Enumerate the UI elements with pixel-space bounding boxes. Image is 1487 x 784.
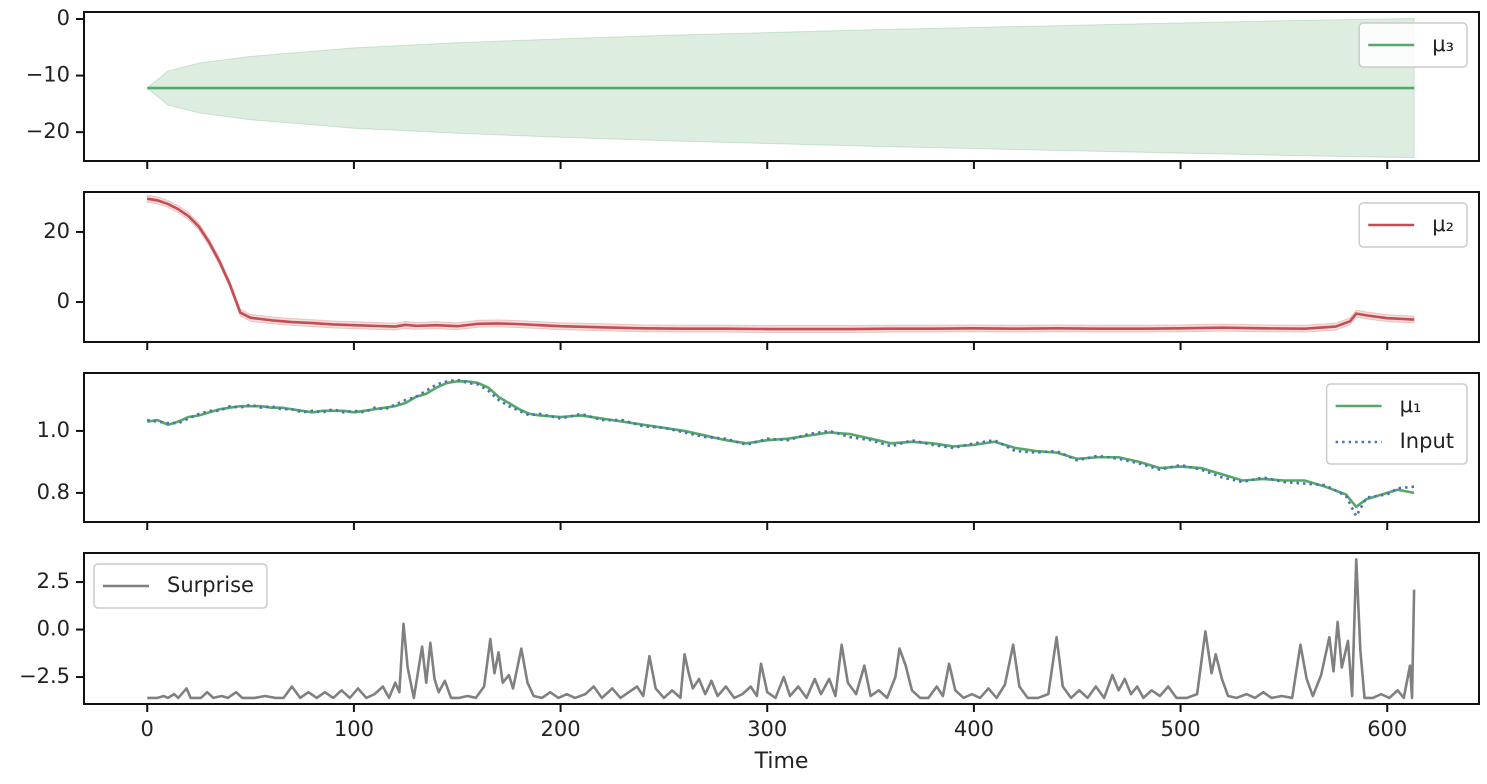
legend-label: Surprise [167, 573, 254, 597]
y-tick-label: 0.8 [37, 480, 70, 504]
y-tick-label: −20 [26, 119, 70, 143]
series-line [147, 197, 1415, 331]
axes-frame [83, 372, 1480, 523]
legend-label: μ₂ [1432, 212, 1454, 236]
series-line [147, 557, 1416, 700]
y-tick-label: −2.5 [19, 664, 70, 688]
legend: μ₁ Input [1325, 383, 1468, 465]
legend-box [1325, 383, 1468, 465]
x-axis-label: Time [754, 749, 809, 774]
legend-box [93, 563, 268, 609]
x-tick-label: 400 [954, 717, 994, 741]
x-tick-label: 0 [141, 717, 154, 741]
legend-label: Input [1400, 429, 1454, 453]
x-tick-label: 500 [1161, 717, 1201, 741]
axes-frame [83, 11, 1480, 162]
legend: μ₃ [1358, 22, 1468, 68]
series-line [147, 380, 1415, 509]
axes-frame [83, 552, 1480, 705]
y-tick-label: 0 [57, 289, 70, 313]
x-tick-label: 300 [747, 717, 787, 741]
y-tick-label: 0.0 [37, 617, 70, 641]
y-tick-label: 20 [43, 219, 70, 243]
legend-label: μ₃ [1432, 32, 1454, 56]
y-tick-label: 2.5 [37, 569, 70, 593]
x-tick-label: 100 [334, 717, 374, 741]
axes-frame [83, 191, 1480, 343]
legend: μ₂ [1358, 202, 1468, 248]
legend: Surprise [93, 563, 268, 609]
x-tick-label: 600 [1367, 717, 1407, 741]
y-tick-label: 0 [57, 6, 70, 30]
y-tick-label: −10 [26, 63, 70, 87]
confidence-band [146, 194, 1415, 334]
x-tick-label: 200 [541, 717, 581, 741]
y-tick-label: 1.0 [37, 418, 70, 442]
legend-label: μ₁ [1400, 393, 1422, 417]
